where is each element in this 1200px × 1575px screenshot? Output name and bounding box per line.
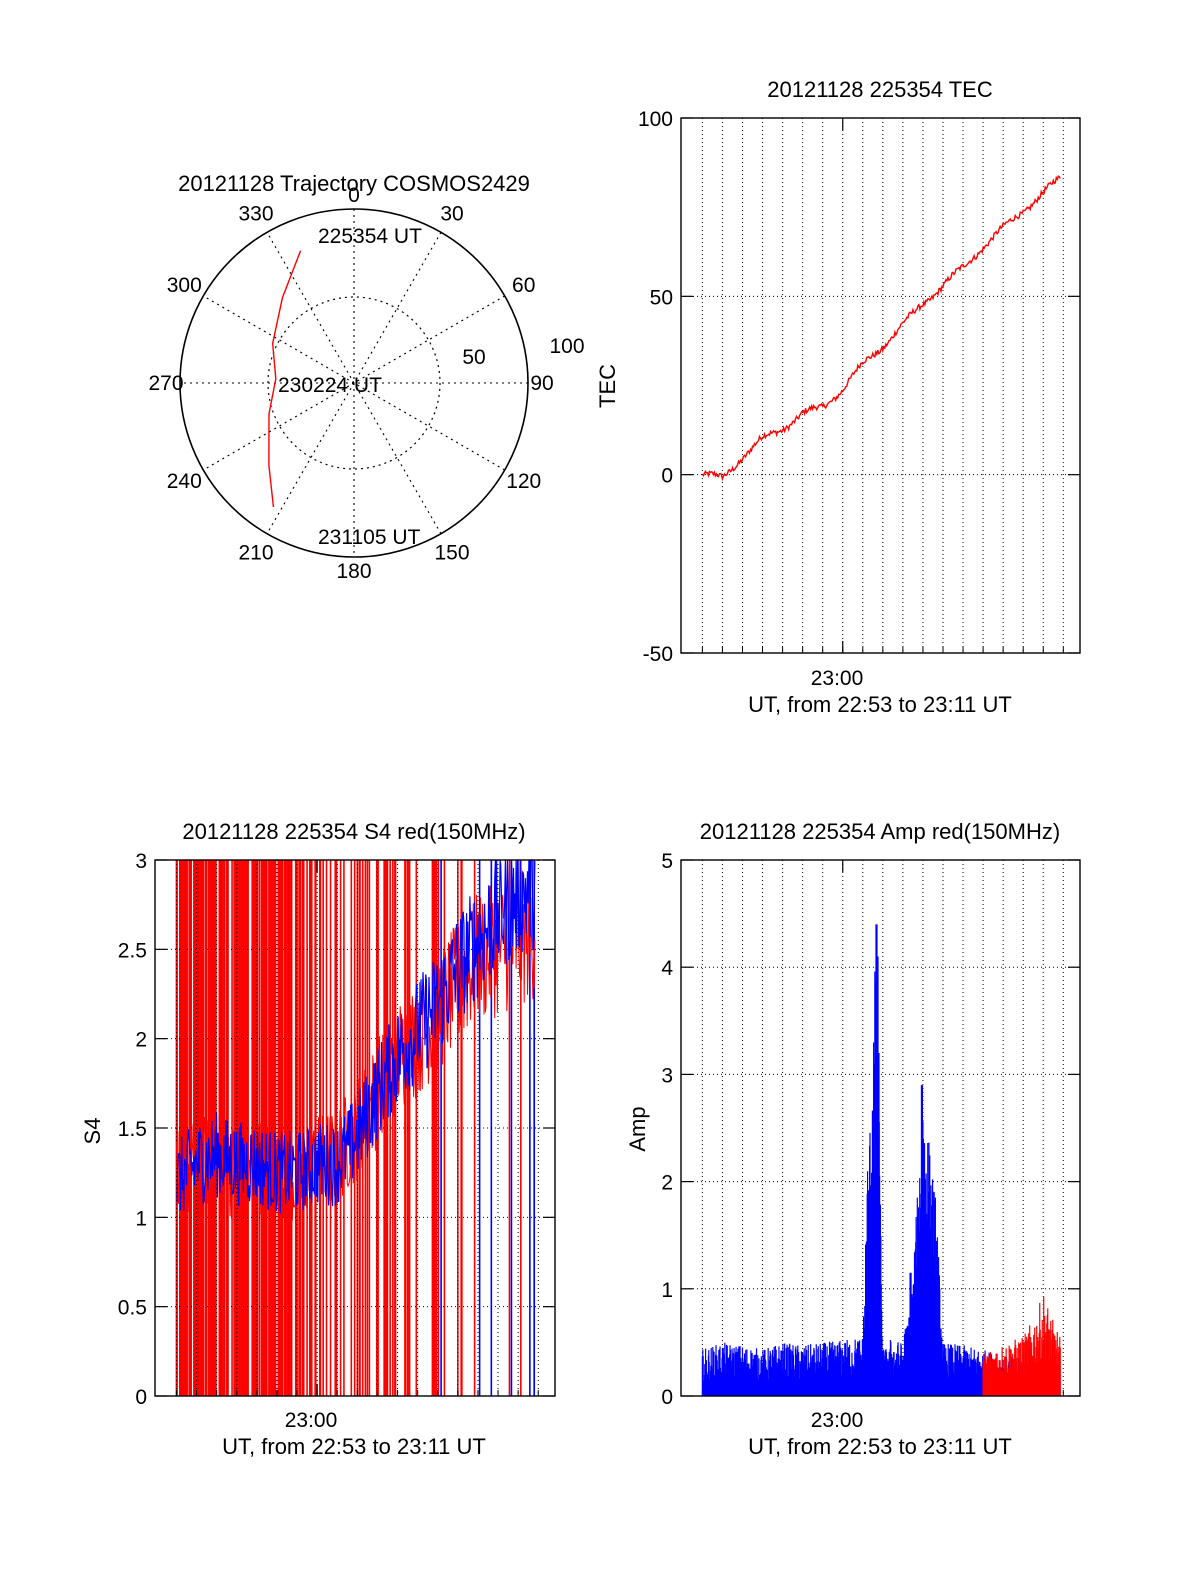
amp-panel: 20121128 225354 Amp red(150MHz) 0 1 2 3 4 5 2…	[625, 819, 1081, 1459]
s4-y-axis-label: S4	[80, 1118, 105, 1145]
radial-tick-100: 100	[549, 335, 584, 358]
tec-x-tick-label: 23:00	[811, 667, 864, 690]
amp-y-tick-label: 4	[661, 957, 673, 980]
azimuth-label-330: 330	[238, 202, 273, 225]
amp-y-tick-label: 3	[661, 1064, 673, 1087]
amp-y-tick-label: 0	[661, 1386, 673, 1409]
tec-red-series	[701, 175, 1061, 482]
tec-y-tick-label: -50	[643, 643, 673, 666]
polar-grid	[180, 209, 528, 557]
trajectory-mid-label: 230224 UT	[278, 374, 382, 397]
amp-title: 20121128 225354 Amp red(150MHz)	[700, 819, 1060, 844]
amp-blue-noise	[701, 924, 1061, 1396]
amp-x-axis-label: UT, from 22:53 to 23:11 UT	[748, 1434, 1012, 1459]
trajectory-panel: 20121128 Trajectory COSMOS2429 0 30 60 90 12…	[148, 171, 584, 583]
tec-y-tick-label: 0	[661, 465, 673, 488]
s4-title: 20121128 225354 S4 red(150MHz)	[182, 819, 525, 844]
s4-x-axis-label: UT, from 22:53 to 23:11 UT	[222, 1434, 486, 1459]
s4-y-tick-label: 2	[135, 1029, 147, 1052]
radial-tick-50: 50	[462, 346, 485, 369]
azimuth-label-0: 0	[348, 184, 360, 207]
s4-x-tick-label: 23:00	[285, 1409, 338, 1432]
s4-grid	[155, 860, 555, 1396]
polar-outer-circle	[179, 208, 529, 558]
tec-y-axis-label: TEC	[595, 364, 620, 408]
trajectory-start-label: 225354 UT	[318, 225, 422, 248]
trajectory-end-label: 231105 UT	[318, 526, 421, 549]
amp-y-ticks: 0 1 2 3 4 5	[661, 850, 1080, 1409]
amp-axes-frame	[680, 859, 1081, 1397]
polar-spoke-150	[266, 232, 442, 534]
s4-y-tick-label: 0	[135, 1386, 147, 1409]
amp-y-axis-label: Amp	[625, 1106, 650, 1151]
azimuth-label-120: 120	[506, 470, 541, 493]
s4-y-tick-label: 0.5	[118, 1297, 147, 1320]
s4-blue-series	[176, 859, 536, 1214]
polar-inner-circle	[267, 296, 441, 470]
azimuth-label-240: 240	[167, 470, 202, 493]
amp-x-tick-label: 23:00	[811, 1409, 864, 1432]
trajectory-title: 20121128 Trajectory COSMOS2429	[178, 171, 530, 196]
tec-panel: 20121128 225354 TEC -50 0 50 100 23:00 UT, …	[595, 77, 1081, 717]
tec-title: 20121128 225354 TEC	[767, 77, 993, 102]
azimuth-label-90: 90	[530, 372, 553, 395]
tec-y-ticks: -50 0 50 100	[638, 108, 1080, 666]
tec-grid	[681, 118, 1080, 653]
s4-y-tick-label: 3	[135, 850, 147, 873]
azimuth-labels: 0 30 60 90 120 150 180 210 240 270 300 330	[148, 184, 553, 583]
amp-red-noise	[982, 1296, 1061, 1396]
azimuth-label-300: 300	[167, 274, 202, 297]
s4-y-tick-label: 1.5	[118, 1118, 147, 1141]
amp-y-tick-label: 2	[661, 1172, 673, 1195]
azimuth-label-210: 210	[238, 542, 273, 565]
azimuth-label-150: 150	[434, 542, 469, 565]
amp-y-tick-label: 1	[661, 1279, 673, 1302]
tec-y-tick-label: 100	[638, 108, 673, 131]
amp-y-tick-label: 5	[661, 850, 673, 873]
azimuth-label-270: 270	[148, 372, 183, 395]
trajectory-line	[268, 250, 302, 508]
azimuth-label-180: 180	[336, 560, 371, 583]
tec-axes-frame	[680, 117, 1081, 654]
azimuth-label-60: 60	[512, 274, 535, 297]
s4-y-tick-label: 1	[135, 1207, 147, 1230]
s4-panel: 20121128 225354 S4 red(150MHz) 0 0.5 1 1.5 2…	[80, 819, 556, 1459]
tec-y-tick-label: 50	[650, 286, 673, 309]
azimuth-label-30: 30	[440, 202, 463, 225]
tec-x-axis-label: UT, from 22:53 to 23:11 UT	[748, 692, 1012, 717]
s4-y-tick-label: 2.5	[118, 939, 147, 962]
s4-axes-frame	[154, 859, 556, 1397]
